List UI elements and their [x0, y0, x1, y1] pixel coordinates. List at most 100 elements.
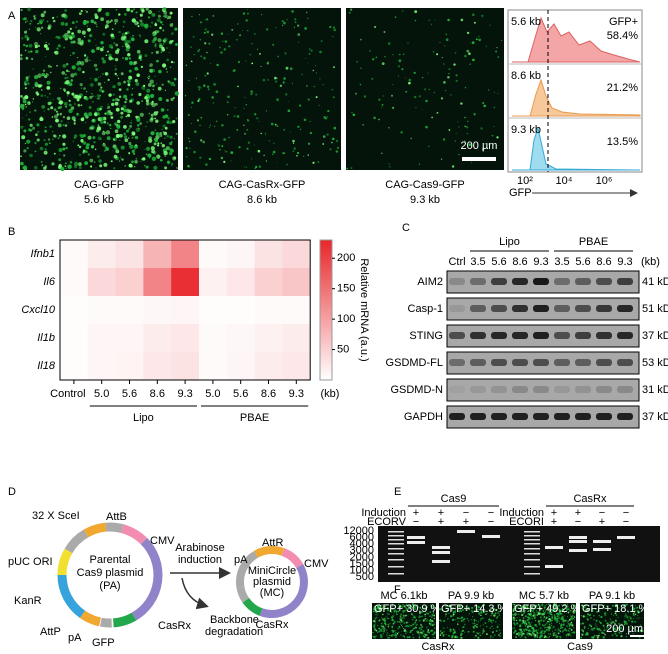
cell: [157, 14, 161, 18]
cell: [475, 38, 478, 41]
cell: [407, 631, 409, 633]
cell: [111, 86, 113, 88]
cell: [114, 68, 118, 71]
kd-label: 53 kD: [642, 357, 668, 369]
cell: [442, 633, 445, 637]
cell: [258, 165, 261, 168]
cell: [634, 620, 637, 623]
cell: [547, 620, 549, 623]
cell: [520, 626, 522, 627]
cell: [284, 52, 287, 55]
cell: [44, 126, 47, 129]
cell: [601, 631, 604, 634]
cell: [57, 36, 61, 40]
cell: [412, 627, 415, 630]
cell: [550, 604, 552, 607]
cell: [482, 624, 484, 626]
cell: [550, 622, 553, 624]
cell: [559, 622, 561, 625]
cell: [294, 18, 297, 21]
cell: [632, 627, 635, 630]
cell: [493, 608, 495, 610]
cell: [624, 617, 626, 619]
cell: [600, 616, 603, 618]
label: CMV: [304, 558, 329, 570]
cell: [406, 636, 409, 639]
cell: [43, 139, 46, 142]
cell: [415, 621, 417, 623]
cell: [20, 8, 23, 12]
cell: [97, 97, 101, 100]
cell: [52, 131, 54, 133]
caption: CAG-Cas9-GFP: [385, 179, 464, 191]
cell: [233, 69, 236, 72]
cell: [382, 633, 384, 635]
cell: [131, 160, 134, 164]
cell: [422, 619, 425, 622]
cell: [397, 65, 400, 68]
cell: [454, 52, 457, 54]
cell: [493, 610, 495, 612]
cell: [151, 21, 154, 24]
cell: [117, 77, 120, 80]
cell: [220, 51, 223, 54]
cell: [422, 109, 423, 110]
cell: [352, 113, 356, 117]
heatmap-cell: [226, 324, 255, 353]
cell: [372, 620, 375, 623]
gel-band: [593, 548, 611, 551]
cell: [418, 637, 421, 639]
blot-band: [596, 359, 612, 366]
cell: [303, 155, 305, 157]
cell: [401, 617, 403, 619]
sign: +: [438, 516, 444, 528]
cell: [418, 615, 421, 619]
cell: [151, 156, 157, 161]
cell: [369, 50, 371, 52]
cell: [473, 622, 476, 625]
cell: [130, 120, 132, 122]
cell: [62, 124, 65, 127]
cell: [567, 608, 570, 611]
panel-label: C: [402, 222, 410, 234]
cell: [99, 88, 103, 92]
cell: [297, 24, 300, 27]
cell: [389, 634, 391, 637]
cell: [546, 626, 549, 629]
cell: [126, 88, 129, 91]
cell: [37, 84, 42, 88]
cell: [91, 50, 93, 52]
cell: [468, 608, 470, 610]
cell: [593, 614, 595, 617]
sign: +: [575, 507, 581, 519]
cell: [272, 43, 275, 46]
cell: [465, 605, 467, 607]
cell: [291, 82, 293, 84]
cell: [68, 70, 70, 73]
cell: [147, 77, 149, 79]
colorbar-label: Relative mRNA (a.u.): [358, 258, 370, 361]
cell: [488, 143, 489, 145]
cell: [38, 28, 39, 30]
cell: [216, 63, 219, 67]
x-tick-label: 9.3: [289, 388, 304, 400]
cell: [447, 76, 450, 79]
cell: [422, 607, 426, 610]
cell: [606, 622, 609, 625]
cell: [420, 628, 423, 630]
cell: [327, 109, 330, 113]
cell: [433, 91, 435, 94]
cell: [544, 635, 546, 638]
cell: [22, 96, 26, 100]
cell: [394, 630, 396, 632]
gel-band: [545, 565, 563, 568]
cell: [464, 116, 466, 119]
cell: [632, 606, 634, 609]
blot-band: [596, 413, 612, 420]
blot-band: [617, 305, 633, 312]
cell: [406, 614, 408, 616]
blot-band: [554, 386, 570, 393]
cell: [139, 13, 143, 17]
cell: [460, 102, 463, 105]
cell: [60, 21, 65, 26]
